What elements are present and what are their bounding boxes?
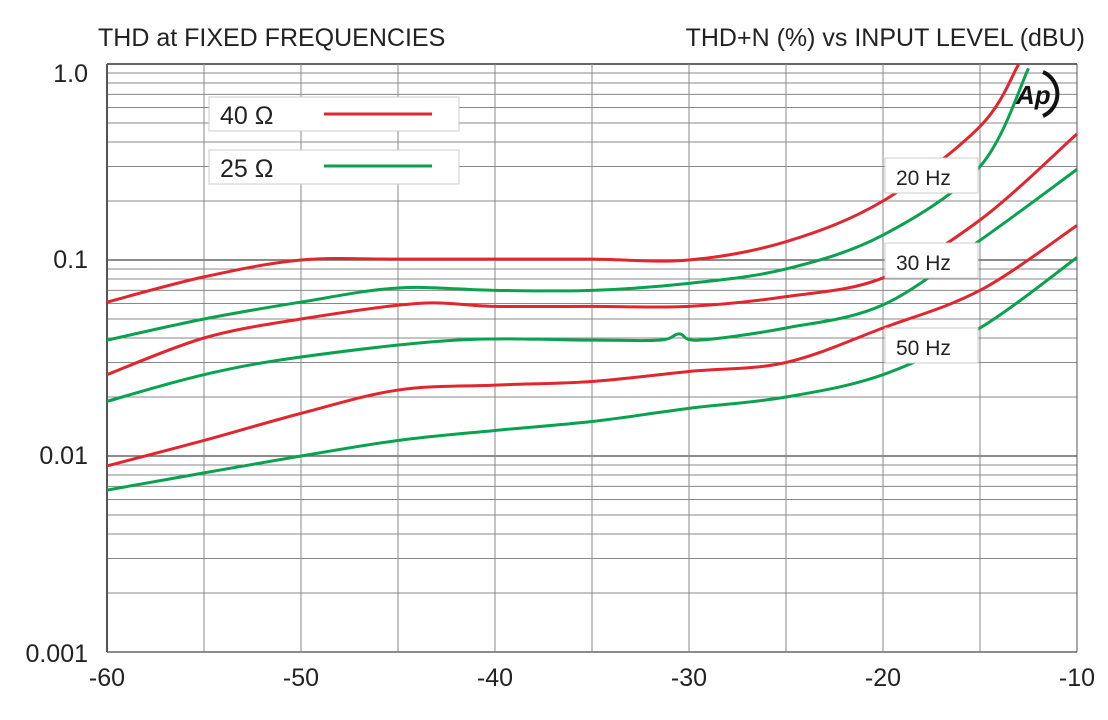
y-tick-label: 0.1 (53, 246, 88, 274)
label-50hz: 50 Hz (896, 337, 951, 360)
x-tick-label: -40 (477, 664, 513, 692)
series-line-4 (106, 224, 1078, 468)
chart-title: THD at FIXED FREQUENCIES (98, 24, 445, 52)
legend-label-40-ohm: 40 Ω (220, 102, 273, 130)
legend-label-25-ohm: 25 Ω (220, 155, 273, 183)
x-tick-label: -60 (89, 664, 125, 692)
label-30hz: 30 Hz (896, 252, 951, 275)
series-line-3 (106, 168, 1078, 403)
series-line-1 (106, 67, 1030, 342)
legend: 40 Ω 25 Ω (208, 96, 460, 185)
axis-ticks: -60 -50 -40 -30 -20 -10 1.0 0.1 0.01 0.001 (25, 60, 1095, 692)
x-tick-label: -10 (1059, 664, 1095, 692)
chart-subtitle: THD+N (%) vs INPUT LEVEL (dBU) (686, 24, 1085, 52)
y-tick-label: 0.001 (25, 640, 88, 668)
x-tick-label: -20 (865, 664, 901, 692)
ap-logo: Ap (1015, 70, 1060, 118)
frequency-labels: 20 Hz 30 Hz 50 Hz (884, 157, 979, 364)
label-20hz: 20 Hz (896, 167, 951, 190)
svg-text:Ap: Ap (1015, 80, 1051, 110)
x-tick-label: -30 (671, 664, 707, 692)
y-tick-label: 1.0 (53, 60, 88, 88)
x-tick-label: -50 (283, 664, 319, 692)
y-tick-label: 0.01 (39, 442, 88, 470)
